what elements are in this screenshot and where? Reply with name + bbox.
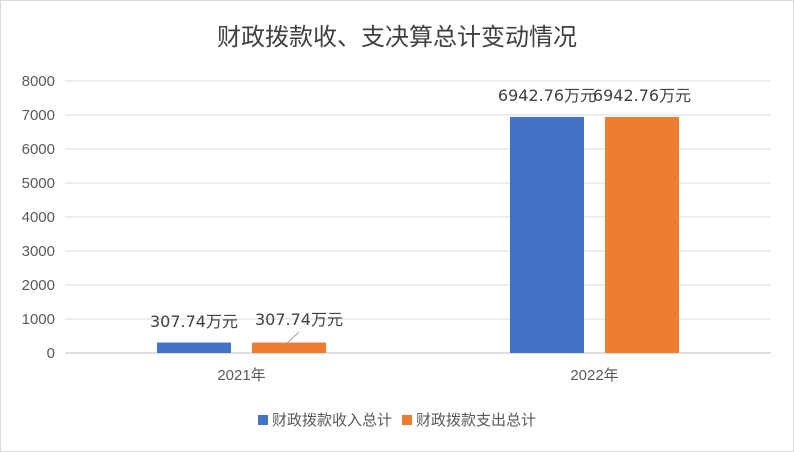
- y-tick-label: 0: [47, 345, 55, 362]
- legend-item-expense[interactable]: 财政拨款支出总计: [402, 409, 536, 430]
- legend-label-expense: 财政拨款支出总计: [416, 411, 537, 429]
- y-tick-label: 8000: [22, 73, 55, 90]
- data-label-income-1: 6942.76万元: [498, 86, 596, 105]
- legend: 财政拨款收入总计 财政拨款支出总计: [1, 409, 793, 430]
- y-tick-label: 7000: [22, 107, 55, 124]
- bars: [157, 116, 679, 353]
- x-tick-label: 2021年: [217, 367, 265, 384]
- legend-label-income: 财政拨款收入总计: [271, 411, 392, 429]
- bar-expense-1[interactable]: [605, 116, 679, 353]
- y-tick-label: 5000: [22, 175, 55, 192]
- bar-income-0[interactable]: [157, 342, 231, 353]
- y-tick-label: 1000: [22, 311, 55, 328]
- legend-swatch-expense: [402, 414, 412, 425]
- bar-income-1[interactable]: [510, 116, 584, 353]
- x-tick-label: 2022年: [570, 367, 618, 384]
- data-label-expense-0: 307.74万元: [255, 310, 343, 329]
- bar-expense-0[interactable]: [252, 342, 326, 353]
- x-axis-ticks: 2021年 2022年: [217, 367, 618, 384]
- y-axis-ticks: 0 1000 2000 3000 4000 5000 6000 7000 8000: [22, 73, 55, 362]
- data-label-expense-1: 6942.76万元: [593, 86, 691, 105]
- data-label-income-0: 307.74万元: [150, 312, 238, 331]
- chart-title: 财政拨款收、支决算总计变动情况: [217, 23, 577, 51]
- y-tick-label: 4000: [22, 209, 55, 226]
- y-tick-label: 6000: [22, 141, 55, 158]
- y-tick-label: 3000: [22, 243, 55, 260]
- y-tick-label: 2000: [22, 277, 55, 294]
- legend-swatch-income: [257, 414, 268, 425]
- legend-item-income[interactable]: 财政拨款收入总计: [257, 409, 392, 430]
- leader-line: [286, 331, 300, 344]
